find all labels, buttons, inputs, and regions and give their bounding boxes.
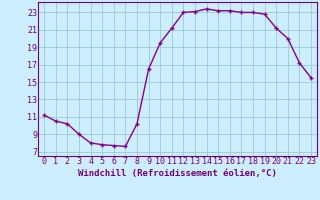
X-axis label: Windchill (Refroidissement éolien,°C): Windchill (Refroidissement éolien,°C) [78, 169, 277, 178]
